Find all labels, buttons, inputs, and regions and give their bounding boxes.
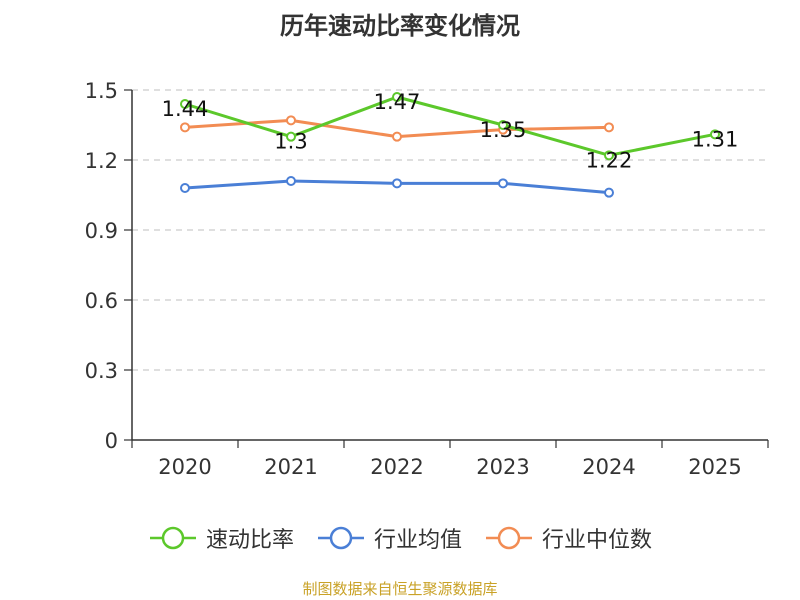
data-label: 1.3	[274, 130, 307, 154]
data-point	[180, 99, 190, 109]
data-point	[392, 131, 402, 142]
data-point	[180, 122, 190, 133]
series-lines	[180, 92, 720, 198]
data-point	[604, 122, 614, 133]
x-tick-label: 2024	[582, 455, 635, 479]
source-note: 制图数据来自恒生聚源数据库	[302, 580, 498, 598]
data-point	[498, 178, 508, 189]
legend: 速动比率 行业均值 行业中位数	[0, 520, 800, 556]
chart-title: 历年速动比率变化情况	[280, 12, 520, 40]
data-point	[604, 150, 614, 161]
y-tick-label: 1.5	[85, 79, 118, 103]
x-tick-label: 2023	[476, 455, 529, 479]
x-tick-label: 2021	[264, 455, 317, 479]
data-label: 1.47	[374, 90, 421, 114]
data-point	[604, 187, 614, 198]
y-tick-label: 0.3	[85, 359, 118, 383]
legend-label: 行业中位数	[542, 528, 653, 553]
y-tick-label: 0	[105, 429, 118, 453]
data-point	[392, 178, 402, 189]
data-point	[286, 176, 296, 186]
data-labels: 1.44 1.3 1.47 1.35 1.22 1.31	[162, 90, 739, 172]
legend-marker-icon	[317, 526, 364, 550]
data-label: 1.35	[480, 118, 527, 142]
axes: 0 0.3 0.6 0.9 1.2 1.5 2020 2021 2022 2023 2024 2025	[85, 79, 769, 479]
x-tick-label: 2022	[370, 455, 423, 479]
data-point	[286, 131, 296, 142]
legend-item-industry-median[interactable]: 行业中位数	[484, 522, 652, 554]
x-tick-label: 2025	[688, 455, 741, 479]
legend-item-industry-mean[interactable]: 行业均值	[316, 522, 462, 554]
grid-lines	[132, 89, 768, 371]
data-point	[710, 129, 720, 140]
data-label: 1.44	[162, 97, 209, 121]
data-label: 1.31	[692, 127, 739, 151]
legend-item-quick-ratio[interactable]: 速动比率	[148, 522, 294, 554]
y-tick-label: 0.9	[85, 219, 118, 243]
data-point	[180, 183, 190, 193]
legend-marker-icon	[486, 526, 532, 550]
data-label: 1.22	[586, 148, 633, 172]
data-point	[498, 120, 508, 130]
y-tick-label: 0.6	[85, 289, 118, 313]
legend-label: 速动比率	[205, 528, 294, 553]
y-tick-label: 1.2	[85, 149, 118, 173]
legend-label: 行业均值	[373, 528, 462, 553]
x-tick-label: 2020	[158, 455, 211, 479]
legend-marker-icon	[149, 526, 196, 550]
data-point	[286, 115, 296, 126]
data-point	[392, 92, 402, 102]
series-line	[184, 95, 716, 157]
